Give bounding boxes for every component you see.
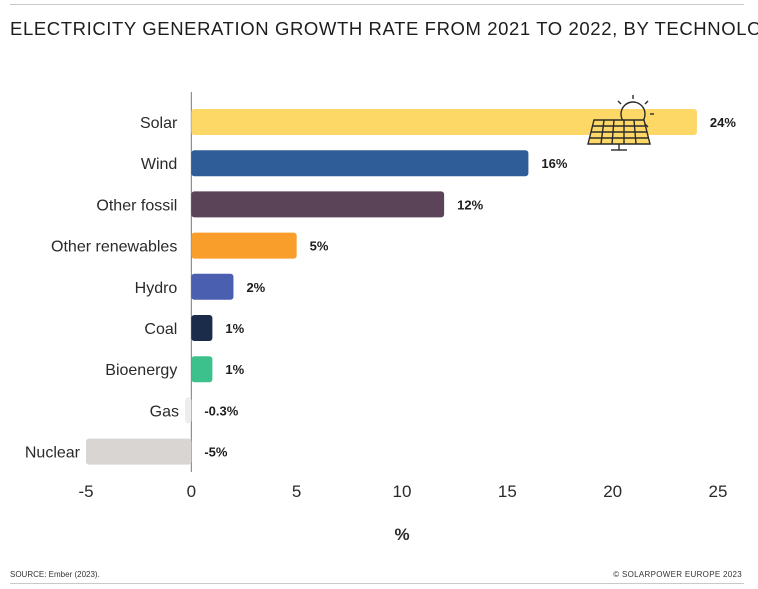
category-label-bioenergy: Bioenergy bbox=[105, 362, 177, 379]
x-tick-label: 10 bbox=[393, 482, 412, 501]
value-label-coal: 1% bbox=[225, 321, 244, 336]
bar-hydro bbox=[191, 273, 234, 300]
labels-layer: Solar 24% Wind 16% Other fossil 12% Other rene… bbox=[25, 115, 737, 462]
category-label-nuclear: Nuclear bbox=[25, 445, 81, 462]
x-axis-title: % bbox=[394, 525, 409, 544]
category-label-solar: Solar bbox=[140, 115, 178, 132]
bar-gas bbox=[185, 397, 192, 424]
value-label-gas: -0.3% bbox=[204, 403, 238, 418]
x-tick-label: 20 bbox=[603, 482, 622, 501]
category-label-hydro: Hydro bbox=[135, 280, 178, 297]
bar-other-renewables bbox=[191, 232, 297, 259]
value-label-bioenergy: 1% bbox=[225, 362, 244, 377]
chart-title: ELECTRICITY GENERATION GROWTH RATE FROM … bbox=[10, 18, 758, 39]
ticks-layer: -5 0 5 10 15 20 25 bbox=[78, 482, 727, 501]
category-label-wind: Wind bbox=[141, 156, 177, 173]
solar-panel-sun-icon bbox=[587, 95, 654, 151]
value-label-wind: 16% bbox=[541, 156, 567, 171]
bar-coal bbox=[191, 315, 213, 341]
bar-wind bbox=[191, 150, 529, 177]
category-label-other-renewables: Other renewables bbox=[51, 239, 177, 256]
value-label-solar: 24% bbox=[710, 115, 736, 130]
value-label-nuclear: -5% bbox=[204, 445, 228, 460]
bars-layer bbox=[86, 109, 697, 465]
value-label-other-fossil: 12% bbox=[457, 197, 483, 212]
top-rule bbox=[10, 4, 744, 5]
value-label-hydro: 2% bbox=[246, 280, 265, 295]
bar-nuclear bbox=[86, 438, 192, 465]
bar-solar bbox=[191, 109, 697, 135]
x-tick-label: 15 bbox=[498, 482, 517, 501]
source-note: SOURCE: Ember (2023). bbox=[10, 570, 100, 579]
x-tick-label: -5 bbox=[78, 482, 93, 501]
bar-other-fossil bbox=[191, 191, 445, 218]
bottom-rule bbox=[10, 583, 744, 584]
bar-bioenergy bbox=[191, 356, 213, 383]
category-label-other-fossil: Other fossil bbox=[96, 197, 177, 214]
category-label-gas: Gas bbox=[150, 403, 179, 420]
x-tick-label: 5 bbox=[292, 482, 301, 501]
category-label-coal: Coal bbox=[144, 321, 177, 338]
x-tick-label: 0 bbox=[187, 482, 196, 501]
x-tick-label: 25 bbox=[709, 482, 728, 501]
copyright-note: © SOLARPOWER EUROPE 2023 bbox=[613, 570, 742, 579]
value-label-other-renewables: 5% bbox=[310, 239, 329, 254]
